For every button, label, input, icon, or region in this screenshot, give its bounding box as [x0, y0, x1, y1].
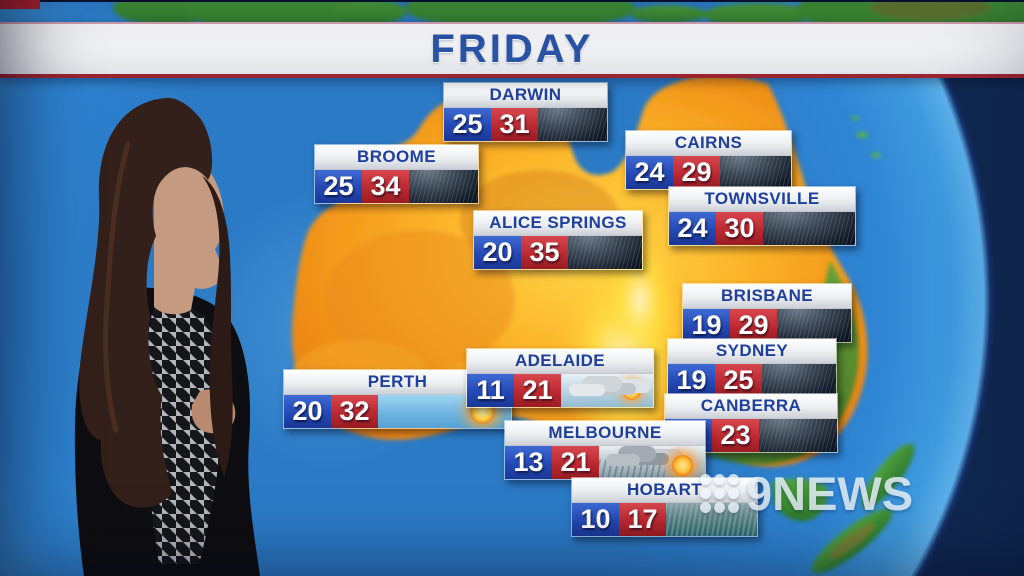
weather-box-sydney: SYDNEY 19 25 [667, 338, 837, 398]
city-name: CANBERRA [665, 394, 837, 419]
city-name: BRISBANE [683, 284, 851, 309]
weather-box-darwin: DARWIN 25 31 [443, 82, 608, 142]
nine-dots-icon [700, 474, 739, 513]
rain-icon [666, 503, 757, 536]
city-name: DARWIN [444, 83, 607, 108]
nine-news-wordmark: 9NEWS [746, 467, 914, 520]
storm-icon [759, 419, 837, 452]
city-name: HOBART [572, 478, 757, 503]
min-temp: 25 [444, 108, 491, 141]
min-temp: 24 [626, 156, 673, 189]
max-temp: 34 [362, 170, 409, 203]
storm-icon [720, 156, 791, 189]
storm-icon [763, 212, 855, 245]
weather-box-broome: BROOME 25 34 [314, 144, 479, 204]
max-temp: 35 [521, 236, 568, 269]
weather-box-hobart: HOBART 10 17 [571, 477, 758, 537]
min-temp: 20 [474, 236, 521, 269]
weather-box-melbourne: MELBOURNE 13 21 [504, 420, 706, 480]
max-temp: 21 [552, 446, 599, 479]
min-temp: 20 [284, 395, 331, 428]
weather-presenter [74, 97, 260, 576]
city-name: TOWNSVILLE [669, 187, 855, 212]
min-temp: 25 [315, 170, 362, 203]
storm-icon [568, 236, 642, 269]
max-temp: 17 [619, 503, 666, 536]
weather-box-alice-springs: ALICE SPRINGS 20 35 [473, 210, 643, 270]
max-temp: 21 [514, 374, 561, 407]
day-banner: FRIDAY [0, 22, 1024, 78]
day-title: FRIDAY [430, 26, 594, 71]
max-temp: 29 [673, 156, 720, 189]
shower-sun-icon [599, 446, 705, 479]
city-name: ALICE SPRINGS [474, 211, 642, 236]
weather-box-townsville: TOWNSVILLE 24 30 [668, 186, 856, 246]
weather-box-adelaide: ADELAIDE 11 21 [466, 348, 654, 408]
city-name: ADELAIDE [467, 349, 653, 374]
city-name: MELBOURNE [505, 421, 705, 446]
min-temp: 10 [572, 503, 619, 536]
city-name: BROOME [315, 145, 478, 170]
max-temp: 31 [491, 108, 538, 141]
weather-box-cairns: CAIRNS 24 29 [625, 130, 792, 190]
min-temp: 24 [669, 212, 716, 245]
max-temp: 30 [716, 212, 763, 245]
min-temp: 13 [505, 446, 552, 479]
nine-news-logo: 9NEWS [700, 466, 913, 521]
city-name: CAIRNS [626, 131, 791, 156]
max-temp: 23 [712, 419, 759, 452]
weather-box-brisbane: BRISBANE 19 29 [682, 283, 852, 343]
city-name: SYDNEY [668, 339, 836, 364]
min-temp: 11 [467, 374, 514, 407]
top-edge-line [0, 0, 1024, 2]
partly-cloudy-icon [561, 374, 653, 407]
storm-icon [409, 170, 478, 203]
corner-red-strip [0, 0, 40, 9]
storm-icon [538, 108, 607, 141]
max-temp: 32 [331, 395, 378, 428]
